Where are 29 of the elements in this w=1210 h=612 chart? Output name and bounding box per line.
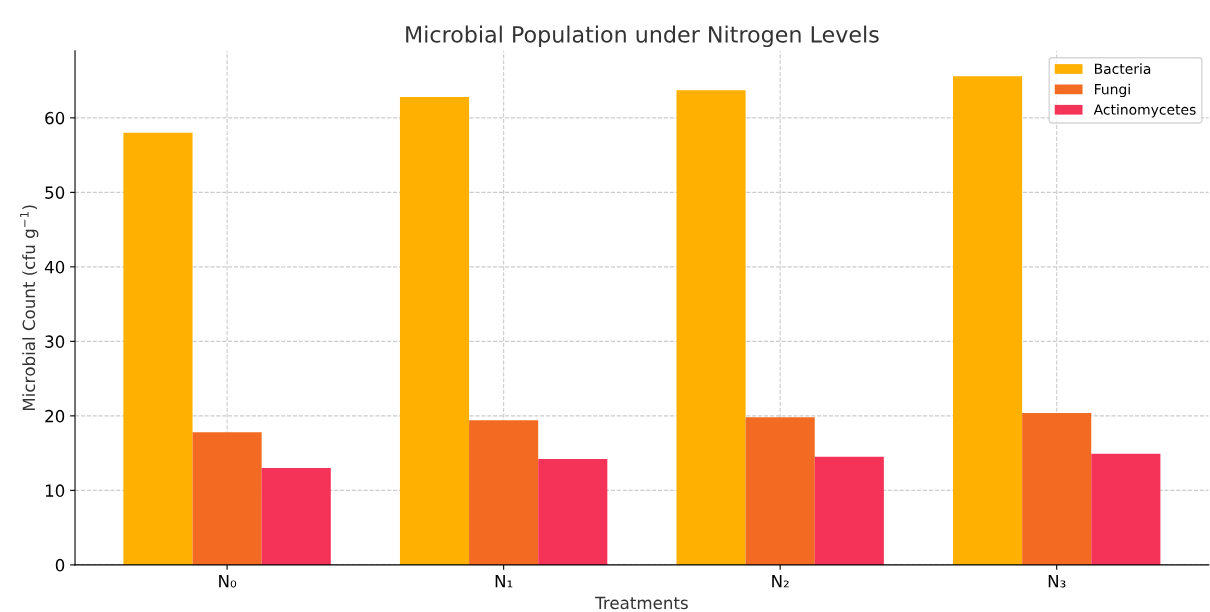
bar (1091, 453, 1161, 565)
x-tick-label: N₂ (772, 575, 789, 588)
bar (469, 420, 539, 565)
y-tick-label: 60 (45, 111, 65, 125)
x-axis-title: Treatments (595, 596, 688, 610)
x-tick-label: N₁ (495, 575, 513, 588)
y-tick-label: 0 (55, 558, 65, 572)
bar (1022, 412, 1092, 565)
x-tick-label: N₃ (1048, 575, 1066, 588)
legend-label: Fungi (1095, 83, 1130, 98)
y-tick-label: 40 (44, 260, 65, 274)
bar (192, 432, 262, 565)
bar (953, 76, 1023, 565)
y-tick-label: 30 (45, 335, 65, 348)
legend-label: Bacteria (1095, 63, 1151, 75)
bar (538, 459, 608, 565)
bar (261, 468, 331, 565)
y-tick-label: 10 (45, 484, 65, 497)
y-axis-title: Microbial Count (cfu g$^{−1}$) (20, 205, 39, 411)
bar (814, 456, 884, 565)
bar (676, 90, 746, 565)
y-tick-label: 20 (45, 409, 65, 423)
legend-label: Actinomycetes (1093, 104, 1196, 118)
bar (123, 132, 193, 565)
y-tick-label: 50 (45, 186, 65, 199)
x-tick-label: N₀ (219, 575, 237, 588)
bar (399, 96, 470, 565)
bar (745, 417, 815, 565)
chart-title: Microbial Population under Nitrogen Levels (406, 25, 879, 48)
